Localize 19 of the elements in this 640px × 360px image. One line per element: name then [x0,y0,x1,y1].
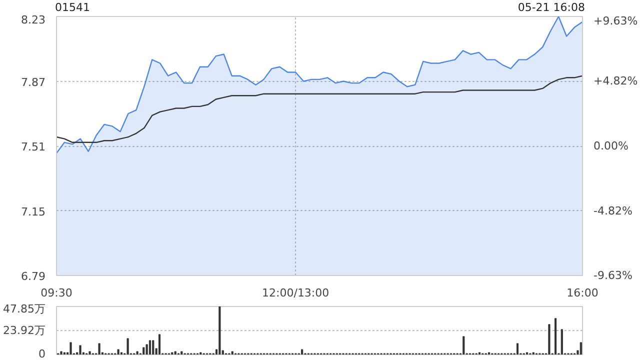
y-tick-label: 8.23 [21,14,46,26]
y2-tick-label: +9.63% [594,14,638,28]
y2-tick-label: -4.82% [594,204,632,218]
y-tick-label: 7.15 [21,205,46,218]
text: 05-21 16:08 [518,0,585,16]
y-tick-label: 7.51 [21,140,46,154]
y2-tick-label: -9.63% [594,269,632,282]
line-series [56,75,582,144]
y-tick-label: 6.79 [21,270,46,283]
chart-title: 01541 [55,0,90,16]
y-tick-label: 23.92万 [3,324,46,338]
y2-tick-label: 0.00% [594,140,628,152]
y-tick-label: 0 [38,348,46,360]
y-tick-label: 47.85万 [3,302,46,316]
x-tick-label: 12:00/13:00 [262,286,330,300]
y-tick-label: 7.87 [21,76,46,89]
x-tick-label: 16:00 [566,286,598,300]
y2-tick-label: +4.82% [594,74,638,88]
x-tick-label: 09:30 [40,286,72,300]
